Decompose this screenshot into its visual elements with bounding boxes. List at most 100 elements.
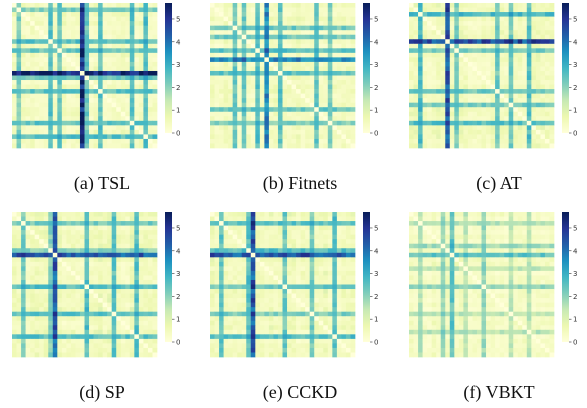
heatmap-cell (318, 279, 324, 285)
heatmap-cell (143, 311, 149, 317)
heatmap-cell (504, 84, 510, 90)
heatmap-cell (449, 66, 455, 72)
heatmap-cell (120, 275, 126, 281)
heatmap-cell (277, 7, 283, 13)
heatmap-cell (495, 70, 500, 76)
heatmap-cell (34, 343, 40, 349)
heatmap-cell (241, 3, 247, 8)
heatmap-cell (531, 52, 537, 58)
heatmap-cell (250, 25, 256, 31)
heatmap-cell (120, 266, 126, 272)
heatmap-cell (66, 352, 72, 358)
heatmap-cell (129, 289, 135, 294)
heatmap-cell (449, 129, 455, 135)
heatmap-cell (336, 61, 342, 67)
heatmap-cell (259, 107, 265, 113)
heatmap-cell (259, 70, 265, 76)
heatmap-cell (39, 230, 45, 236)
heatmap-cell (323, 316, 329, 322)
heatmap-cell (476, 98, 482, 104)
heatmap-cell (89, 66, 94, 72)
heatmap-cell (440, 143, 446, 149)
heatmap-cell (418, 143, 423, 149)
heatmap-cell (147, 261, 153, 267)
heatmap-cell (61, 111, 67, 117)
heatmap-cell (463, 134, 469, 140)
heatmap-cell (219, 98, 224, 104)
heatmap-cell (214, 239, 220, 245)
heatmap-cell (486, 80, 491, 85)
heatmap-cell (250, 21, 256, 27)
heatmap-cell (418, 25, 423, 31)
heatmap-cell (259, 125, 265, 131)
heatmap-cell (21, 279, 26, 285)
heatmap-cell (296, 129, 301, 135)
heatmap-cell (268, 48, 274, 54)
heatmap-cell (66, 80, 72, 85)
heatmap-cell (143, 293, 149, 299)
heatmap-cell (296, 243, 301, 249)
heatmap-cell (472, 143, 478, 149)
heatmap-cell (102, 243, 108, 249)
heatmap-cell (508, 70, 514, 76)
heatmap-cell (30, 316, 36, 322)
heatmap-cell (336, 12, 342, 17)
heatmap-cell (116, 239, 122, 245)
heatmap-cell (513, 43, 519, 49)
heatmap-cell (282, 325, 288, 331)
heatmap-cell (413, 116, 419, 122)
heatmap-cell (125, 93, 131, 99)
heatmap-cell (25, 221, 31, 226)
heatmap-cell (39, 138, 45, 144)
heatmap-cell (12, 239, 17, 245)
heatmap-cell (323, 84, 329, 90)
heatmap-cell (34, 243, 40, 249)
heatmap-cell (345, 102, 351, 108)
heatmap-cell (449, 48, 455, 54)
heatmap-cell (70, 12, 76, 17)
heatmap-cell (449, 16, 455, 22)
heatmap-cell (250, 98, 256, 104)
heatmap-cell (327, 275, 333, 281)
heatmap-cell (25, 307, 31, 313)
heatmap-cell (268, 266, 274, 272)
heatmap-cell (250, 212, 256, 217)
heatmap-cell (152, 298, 158, 303)
heatmap-cell (111, 216, 117, 222)
heatmap-cell (463, 21, 469, 27)
heatmap-cell (544, 134, 550, 140)
heatmap-cell (300, 239, 306, 245)
heatmap-cell (116, 270, 122, 276)
heatmap-cell (504, 125, 510, 131)
heatmap-cell (223, 12, 229, 17)
heatmap-cell (48, 43, 54, 49)
heatmap-cell (152, 289, 158, 294)
heatmap-cell (264, 93, 270, 99)
heatmap-cell (336, 70, 342, 76)
heatmap-cell (232, 66, 238, 72)
heatmap-cell (219, 138, 224, 144)
heatmap-cell (102, 61, 108, 67)
heatmap-cell (21, 298, 26, 303)
heatmap-cell (305, 325, 311, 331)
heatmap-cell (341, 75, 347, 81)
heatmap-cell (214, 21, 220, 27)
heatmap-cell (84, 43, 90, 49)
heatmap-cell (12, 102, 17, 108)
heatmap-cell (300, 325, 306, 331)
heatmap-cell (52, 338, 58, 344)
heatmap-cell (427, 12, 433, 17)
heatmap-cell (418, 80, 423, 85)
heatmap-cell (34, 84, 40, 90)
heatmap-cell (21, 284, 26, 290)
heatmap-cell (228, 243, 234, 249)
heatmap-cell (21, 116, 26, 122)
heatmap-cell (291, 84, 297, 90)
heatmap-cell (210, 302, 215, 308)
heatmap-cell (268, 125, 274, 131)
heatmap-cell (98, 134, 103, 140)
heatmap-cell (120, 320, 126, 326)
heatmap-cell (241, 275, 247, 281)
heatmap-cell (549, 57, 555, 63)
heatmap-cell (296, 48, 301, 54)
